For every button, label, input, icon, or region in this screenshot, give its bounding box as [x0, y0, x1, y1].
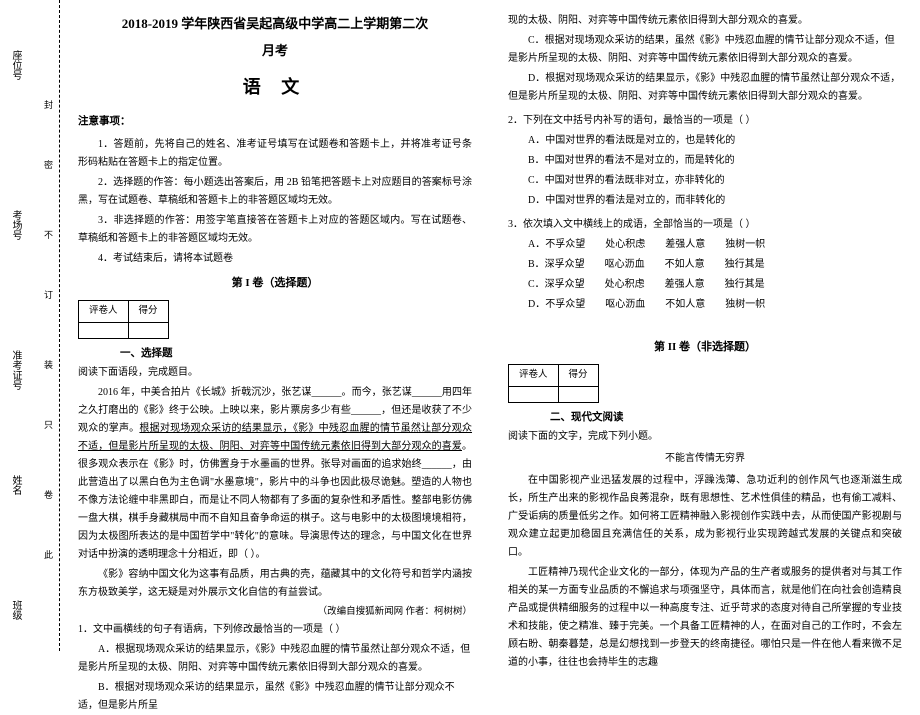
q3-option: A．不孚众望 处心积虑 差强人意 独树一帜	[508, 236, 902, 254]
opt-letter: A．	[528, 239, 545, 250]
opt-word: 独树一帜	[725, 299, 765, 310]
source-credit: （改编自搜狐新闻网 作者：柯树树）	[78, 604, 472, 621]
opt-word: 差强人意	[665, 239, 705, 250]
opt-word: 深孚众望	[545, 259, 585, 270]
passage-para: 2016 年，中美合拍片《长城》折戟沉沙，张艺谋______。而今，张艺谋___…	[78, 384, 472, 564]
q1-option-cont: 现的太极、阴阳、对弈等中国传统元素依旧得到大部分观众的喜爱。	[508, 12, 902, 30]
binding-char: 此	[42, 550, 55, 559]
score-cell-empty	[509, 386, 559, 402]
notice-item: 4．考试结束后，请将本试题卷	[78, 250, 472, 268]
opt-word: 不孚众望	[545, 299, 585, 310]
opt-word: 独树一帜	[725, 239, 765, 250]
q1-option: A．根据现场观众采访的结果显示，《影》中残忍血腥的情节虽然让部分观众不适，但是影…	[78, 641, 472, 677]
binding-label: 座位号	[8, 50, 23, 80]
opt-letter: D．	[528, 299, 545, 310]
passage-para: 《影》容纳中国文化为这事有品质，用古典的壳，蕴藏其中的文化符号和哲学内涵按东方极…	[78, 566, 472, 602]
binding-label: 考场号	[8, 210, 23, 240]
q3-option: C．深孚众望 处心积虑 差强人意 独行其是	[508, 276, 902, 294]
part2-title: 第 II 卷（非选择题）	[508, 338, 902, 358]
q1-stem: 1．文中画横线的句子有语病，下列修改最恰当的一项是（ ）	[78, 621, 472, 639]
score-cell-empty	[128, 322, 168, 338]
opt-word: 呕心沥血	[605, 259, 645, 270]
q1-option: C．根据对现场观众采访的结果，虽然《影》中残忍血腥的情节让部分观众不适，但是影片…	[508, 32, 902, 68]
opt-word: 差强人意	[665, 279, 705, 290]
reading-prompt: 阅读下面的文字，完成下列小题。	[508, 428, 902, 446]
left-column: 2018-2019 学年陕西省吴起高级中学高二上学期第二次 月考 语 文 注意事…	[60, 0, 490, 651]
subject-title: 语 文	[78, 71, 472, 103]
opt-word: 不如人意	[665, 259, 705, 270]
q1-option: B．根据对现场观众采访的结果显示，虽然《影》中残忍血腥的情节让部分观众不适，但是…	[78, 679, 472, 715]
exam-title-2: 月考	[78, 39, 472, 62]
article-para: 在中国影视产业迅猛发展的过程中，浮躁浅薄、急功近利的创作风气也逐渐滋生成长，所生…	[508, 472, 902, 562]
notice-item: 2．选择题的作答：每小题选出答案后，用 2B 铅笔把答题卡上对应题目的答案标号涂…	[78, 174, 472, 210]
opt-letter: C．	[528, 279, 545, 290]
opt-letter: B．	[528, 259, 545, 270]
score-cell: 评卷人	[509, 364, 559, 386]
opt-word: 不如人意	[665, 299, 705, 310]
binding-char: 订	[42, 290, 55, 299]
score-cell-empty	[558, 386, 598, 402]
binding-margin: 座位号 封 密 考场号 不 订 准考证号 装 只 姓名 卷 此 班级	[0, 0, 60, 651]
opt-word: 独行其是	[725, 279, 765, 290]
score-cell-empty	[79, 322, 129, 338]
q2-option: B．中国对世界的看法不是对立的，而是转化的	[508, 152, 902, 170]
q2-option: C．中国对世界的看法既非对立，亦非转化的	[508, 172, 902, 190]
q2-option: A．中国对世界的看法既是对立的，也是转化的	[508, 132, 902, 150]
score-cell: 得分	[128, 300, 168, 322]
binding-char: 只	[42, 420, 55, 429]
binding-char: 封	[42, 100, 55, 109]
binding-label: 准考证号	[8, 350, 23, 390]
q3-stem: 3．依次填入文中横线上的成语，全部恰当的一项是（ ）	[508, 216, 902, 234]
score-cell: 得分	[558, 364, 598, 386]
opt-word: 不孚众望	[545, 239, 585, 250]
reading-prompt: 阅读下面语段，完成题目。	[78, 364, 472, 382]
q3-option: D．不孚众望 呕心沥血 不如人意 独树一帜	[508, 296, 902, 314]
section1-heading: 一、选择题	[120, 345, 472, 364]
binding-char: 装	[42, 360, 55, 369]
notice-item: 3．非选择题的作答：用签字笔直接答在答题卡上对应的答题区域内。写在试题卷、草稿纸…	[78, 212, 472, 248]
section2-heading: 二、现代文阅读	[550, 409, 902, 428]
binding-label: 班级	[8, 600, 23, 620]
passage-text: 。很多观众表示在《影》时，仿佛置身于水墨画的世界。张导对画面的追求始终_____…	[78, 441, 472, 560]
score-table: 评卷人 得分	[508, 364, 599, 403]
q2-stem: 2．下列在文中括号内补写的语句，最恰当的一项是（ ）	[508, 112, 902, 130]
opt-word: 处心积虑	[605, 239, 645, 250]
exam-title-1: 2018-2019 学年陕西省吴起高级中学高二上学期第二次	[78, 12, 472, 35]
right-column: 现的太极、阴阳、对弈等中国传统元素依旧得到大部分观众的喜爱。 C．根据对现场观众…	[490, 0, 920, 651]
q1-option: D．根据对现场观众采访的结果显示，《影》中残忍血腥的情节虽然让部分观众不适，但是…	[508, 70, 902, 106]
score-table: 评卷人 得分	[78, 300, 169, 339]
score-cell: 评卷人	[79, 300, 129, 322]
q3-option: B．深孚众望 呕心沥血 不如人意 独行其是	[508, 256, 902, 274]
article-para: 工匠精神乃现代企业文化的一部分，体现为产品的生产者或服务的提供者对与其工作相关的…	[508, 564, 902, 672]
article-title: 不能言传情无穷界	[508, 450, 902, 468]
opt-word: 处心积虑	[605, 279, 645, 290]
notice-heading: 注意事项：	[78, 113, 472, 132]
binding-char: 卷	[42, 490, 55, 499]
binding-char: 不	[42, 230, 55, 239]
opt-word: 呕心沥血	[605, 299, 645, 310]
binding-char: 密	[42, 160, 55, 169]
opt-word: 深孚众望	[545, 279, 585, 290]
q2-option: D．中国对世界的看法是对立的，而非转化的	[508, 192, 902, 210]
opt-word: 独行其是	[725, 259, 765, 270]
notice-item: 1．答题前，先将自己的姓名、准考证号填写在试题卷和答题卡上，并将准考证号条形码粘…	[78, 136, 472, 172]
binding-label: 姓名	[8, 475, 23, 495]
part1-title: 第 I 卷（选择题）	[78, 274, 472, 294]
